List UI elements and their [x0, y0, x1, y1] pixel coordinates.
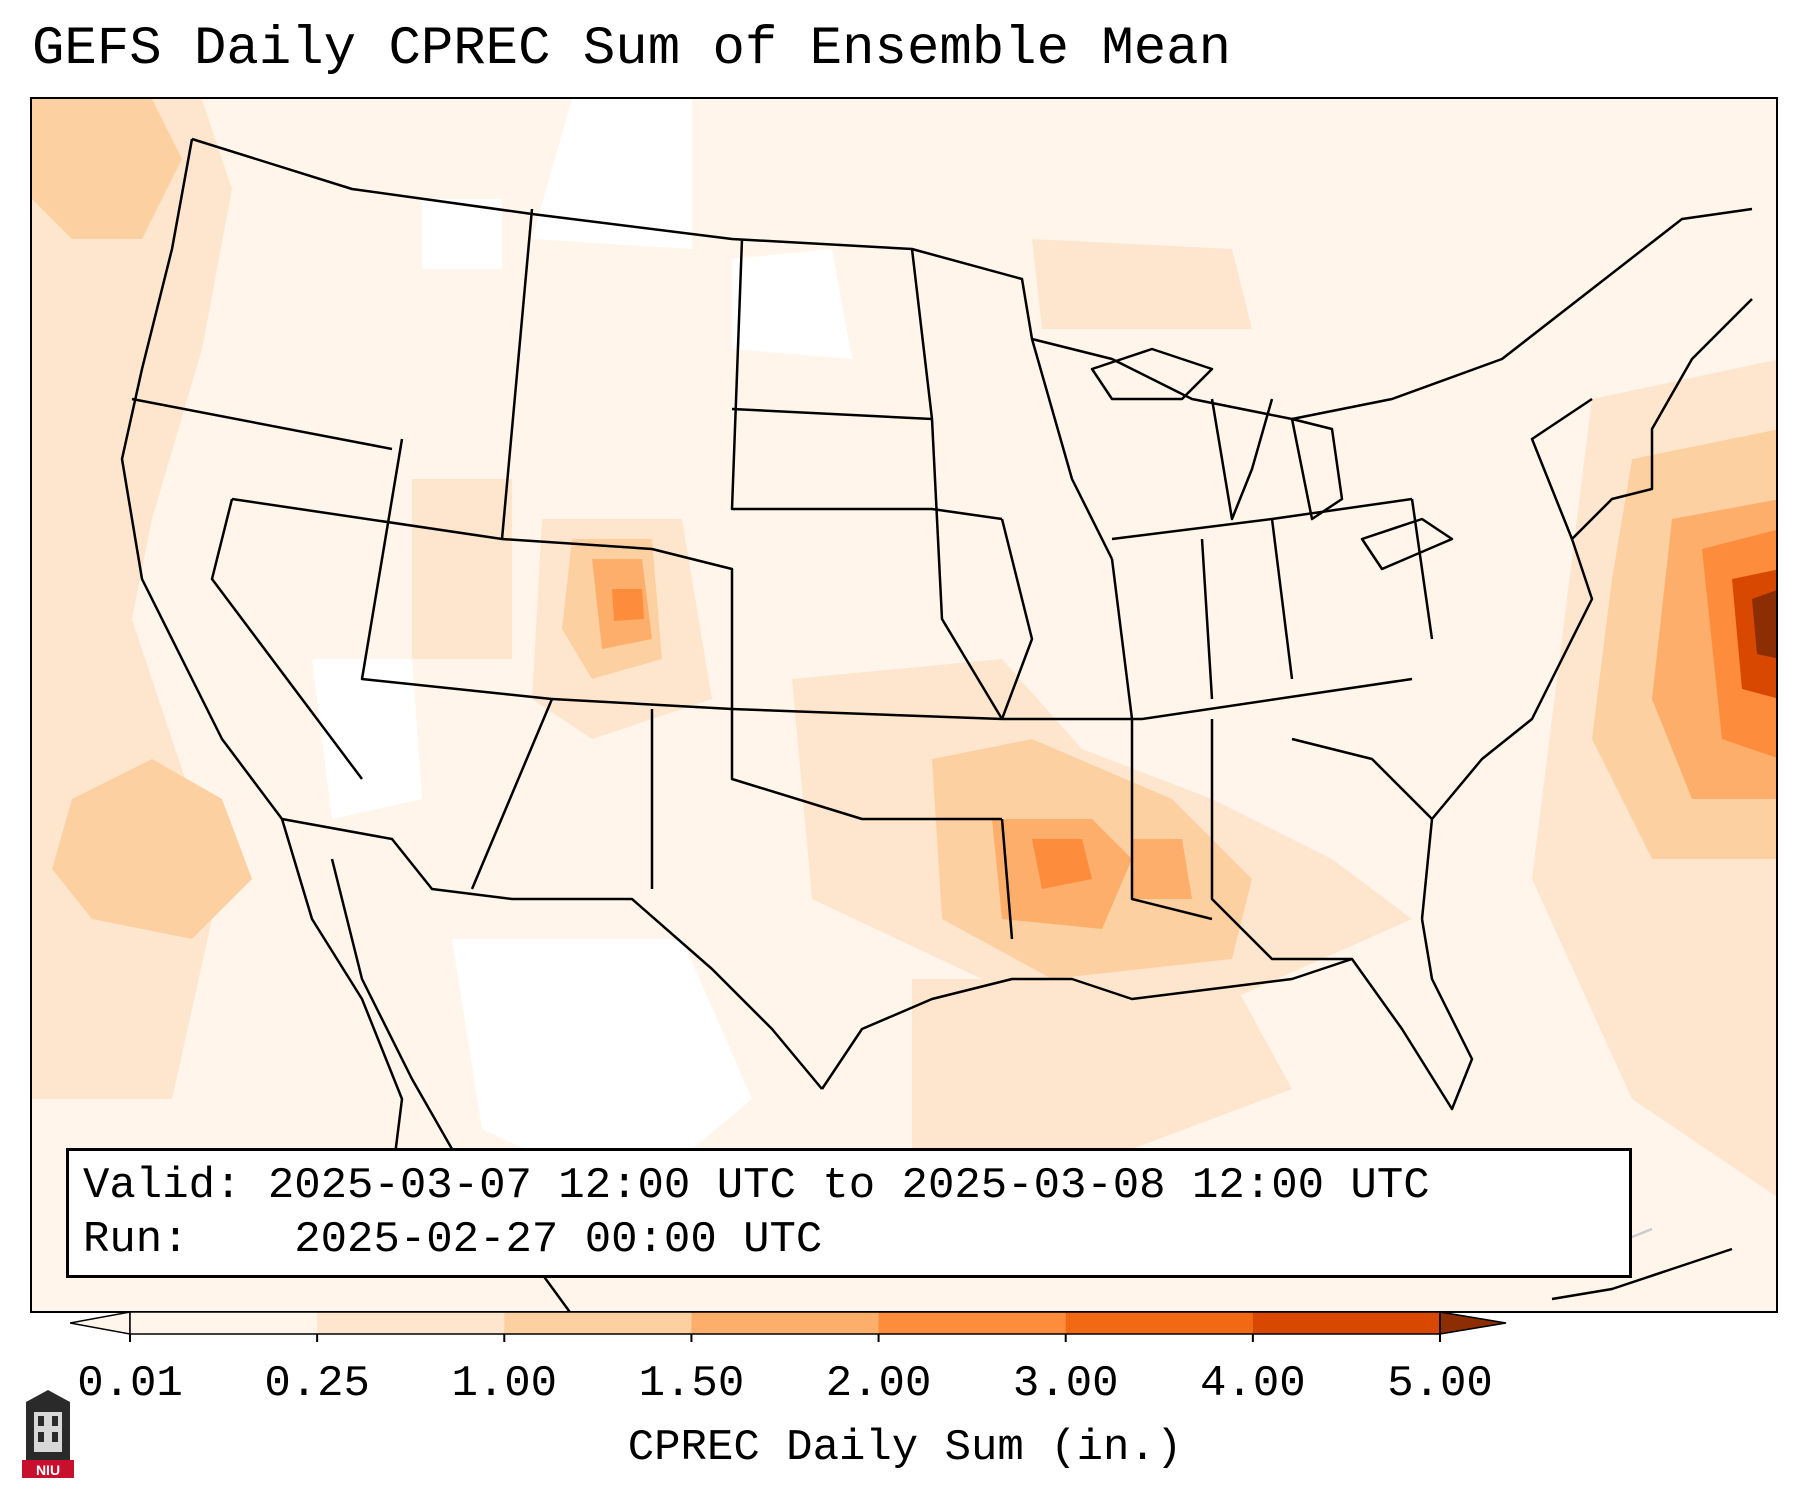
logo-text: NIU [36, 1462, 60, 1478]
colorbar-tick-label: 0.01 [77, 1359, 183, 1409]
colorbar-label: CPREC Daily Sum (in.) [627, 1423, 1183, 1473]
valid-label: Valid: [83, 1161, 242, 1211]
valid-row: Valid: 2025-03-07 12:00 UTC to 2025-03-0… [83, 1159, 1615, 1213]
run-row: Run: 2025-02-27 00:00 UTC [83, 1213, 1615, 1267]
dry-areas [312, 99, 852, 1199]
colorbar-segment [1065, 1312, 1254, 1334]
colorbar-tick-label: 4.00 [1200, 1359, 1306, 1409]
colorbar-segment [504, 1312, 692, 1334]
colorbar-tick-label: 3.00 [1012, 1359, 1119, 1409]
map-panel [30, 97, 1778, 1313]
colorbar-ticks [129, 1334, 1441, 1342]
colorbar-segment [1252, 1312, 1441, 1334]
colorbar-tick-label: 1.00 [451, 1359, 558, 1409]
run-value: 2025-02-27 00:00 UTC [294, 1215, 823, 1265]
boundary-lines [120, 137, 1753, 1311]
colorbar-tick-label: 2.00 [825, 1359, 932, 1409]
colorbar [70, 1311, 1507, 1342]
colorbar-extend-low [70, 1311, 131, 1335]
colorbar-segment [130, 1312, 318, 1334]
precip-map [32, 99, 1776, 1311]
valid-value: 2025-03-07 12:00 UTC to 2025-03-08 12:00… [267, 1161, 1430, 1211]
colorbar-segments [70, 1311, 1507, 1335]
valid-run-info-box: Valid: 2025-03-07 12:00 UTC to 2025-03-0… [66, 1148, 1632, 1278]
colorbar-tick-label: 5.00 [1387, 1359, 1493, 1409]
colorbar-segment [691, 1312, 880, 1334]
chart-title: GEFS Daily CPREC Sum of Ensemble Mean [32, 19, 1231, 80]
colorbar-segment [317, 1312, 505, 1334]
colorbar-extend-high [1439, 1311, 1507, 1335]
precip-peak [1752, 590, 1776, 659]
university-tower-logo-icon: NIU [22, 1390, 74, 1478]
colorbar-outline [129, 1311, 1441, 1335]
run-label: Run: [83, 1215, 189, 1265]
colorbar-tick-label: 0.25 [264, 1359, 370, 1409]
colorbar-segment [878, 1312, 1067, 1334]
colorbar-tick-label: 1.50 [638, 1359, 745, 1409]
